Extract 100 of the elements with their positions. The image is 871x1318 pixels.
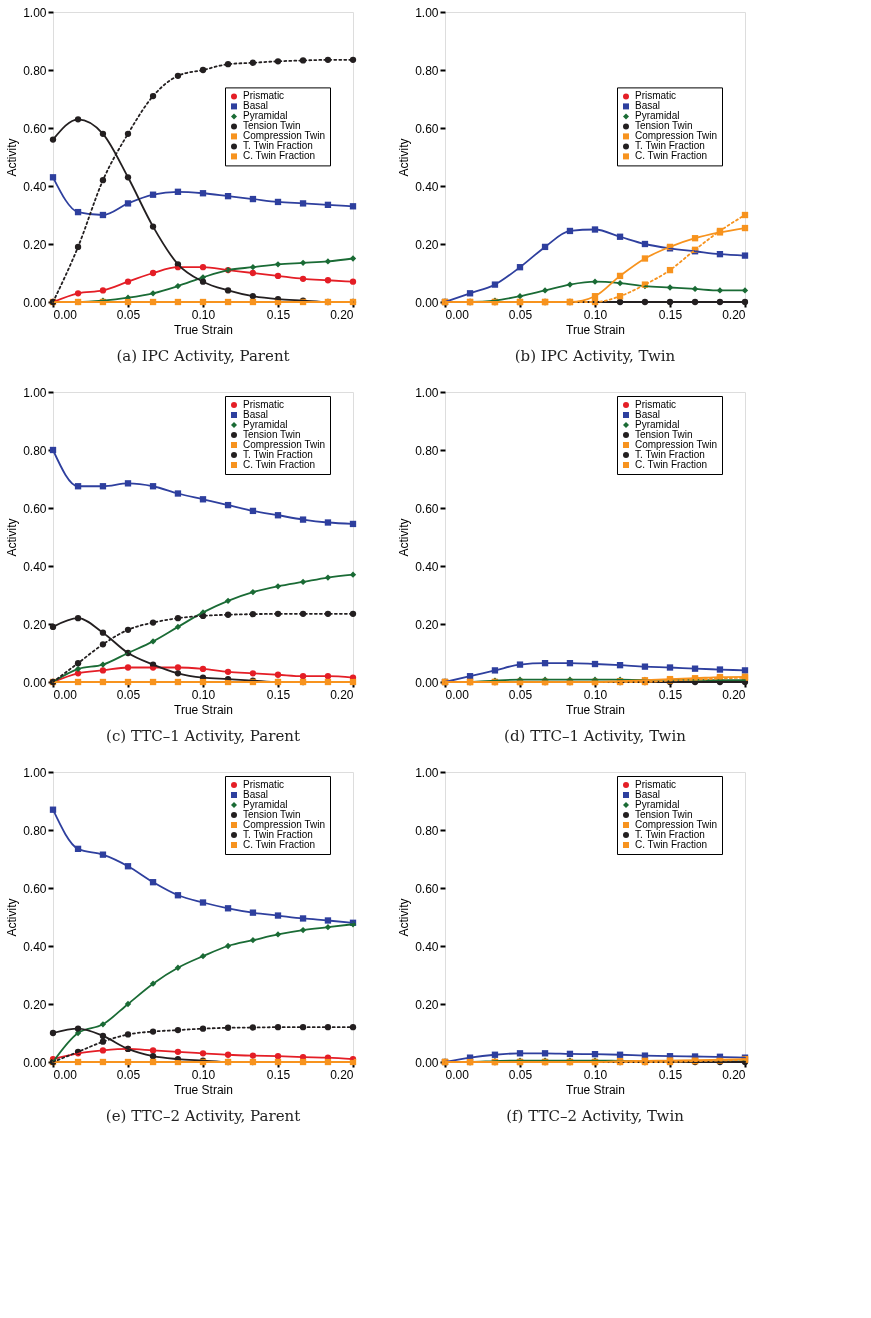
- legend-label: Prismatic: [243, 779, 285, 790]
- x-tick-label: 0.05: [508, 1067, 533, 1082]
- y-tick-label: 0.20: [23, 617, 47, 632]
- y-tick-label: 0.60: [415, 881, 439, 896]
- y-tick-label: 0.60: [23, 121, 47, 136]
- y-tick-label: 1.00: [23, 5, 47, 20]
- x-tick-label: 0.15: [658, 1067, 683, 1082]
- y-tick-label: 1.00: [415, 765, 439, 780]
- x-tick-label: 0.10: [583, 687, 608, 702]
- x-tick-label: 0.15: [266, 1067, 291, 1082]
- y-tick-label: 0.40: [415, 179, 439, 194]
- y-tick-label: 0.00: [415, 675, 439, 690]
- x-tick-label: 0.05: [116, 1067, 141, 1082]
- y-tick-label: 0.00: [23, 1055, 47, 1070]
- text: (f) TTC–2 Activity, Twin: [506, 1107, 685, 1125]
- y-tick-label: 1.00: [23, 765, 47, 780]
- y-axis-title: Activity: [5, 138, 20, 177]
- y-tick-label: 0.00: [23, 295, 47, 310]
- legend-label: Prismatic: [243, 90, 285, 102]
- y-tick-label: 0.20: [415, 237, 439, 252]
- y-tick-label: 0.80: [415, 443, 439, 458]
- legend-label: C. Twin Fraction: [635, 459, 708, 470]
- y-tick-label: 0.20: [415, 617, 439, 632]
- y-axis-title: Activity: [5, 898, 20, 937]
- text: (a) IPC Activity, Parent: [116, 347, 290, 365]
- y-tick-label: 0.20: [415, 997, 439, 1012]
- x-tick-label: 0.00: [53, 307, 78, 322]
- y-tick-label: 0.80: [23, 443, 47, 458]
- legend-label: Compression Twin: [243, 819, 326, 830]
- y-tick-label: 0.20: [23, 997, 47, 1012]
- x-tick-label: 0.05: [116, 307, 141, 322]
- legend-label: Basal: [635, 789, 661, 800]
- y-tick-label: 0.00: [23, 675, 47, 690]
- y-tick-label: 0.00: [415, 1055, 439, 1070]
- legend-label: Compression Twin: [243, 130, 326, 142]
- x-tick-label: 0.15: [266, 307, 291, 322]
- x-tick-label: 0.15: [266, 687, 291, 702]
- x-axis-title: True Strain: [174, 702, 233, 717]
- x-tick-label: 0.05: [508, 687, 533, 702]
- legend-label: Prismatic: [243, 399, 285, 410]
- x-axis-title: True Strain: [174, 322, 233, 337]
- x-tick-label: 0.00: [53, 1067, 78, 1082]
- y-axis-title: Activity: [397, 138, 412, 177]
- x-tick-label: 0.10: [583, 1067, 608, 1082]
- legend-label: C. Twin Fraction: [635, 839, 708, 850]
- legend-label: Pyramidal: [243, 110, 288, 122]
- y-tick-label: 0.80: [23, 63, 47, 78]
- text: (e) TTC–2 Activity, Parent: [105, 1107, 301, 1125]
- x-tick-label: 0.20: [330, 307, 354, 322]
- x-tick-label: 0.20: [722, 687, 746, 702]
- y-tick-label: 0.60: [23, 501, 47, 516]
- legend-label: Prismatic: [635, 779, 677, 790]
- legend-label: Basal: [243, 789, 269, 800]
- x-tick-label: 0.10: [191, 687, 216, 702]
- legend-label: Compression Twin: [635, 819, 718, 830]
- x-tick-label: 0.10: [583, 307, 608, 322]
- x-axis-title: True Strain: [566, 1082, 625, 1097]
- y-tick-label: 0.80: [415, 823, 439, 838]
- legend-label: C. Twin Fraction: [243, 150, 316, 162]
- legend-label: Compression Twin: [243, 439, 326, 450]
- y-tick-label: 0.40: [23, 179, 47, 194]
- y-axis-title: Activity: [397, 518, 412, 557]
- x-tick-label: 0.00: [445, 307, 470, 322]
- legend-label: T. Twin Fraction: [635, 140, 705, 152]
- legend-label: Pyramidal: [635, 799, 680, 810]
- x-tick-label: 0.15: [658, 687, 683, 702]
- legend-label: Compression Twin: [635, 130, 718, 142]
- text: (c) TTC–1 Activity, Parent: [106, 727, 300, 745]
- x-tick-label: 0.20: [330, 1067, 354, 1082]
- legend-label: Pyramidal: [635, 419, 680, 430]
- legend-label: Tension Twin: [635, 120, 693, 132]
- y-tick-label: 0.00: [415, 295, 439, 310]
- x-tick-label: 0.00: [445, 1067, 470, 1082]
- legend-label: Basal: [635, 409, 661, 420]
- y-tick-label: 0.20: [23, 237, 47, 252]
- y-tick-label: 0.60: [23, 881, 47, 896]
- y-axis-title: Activity: [397, 898, 412, 937]
- y-tick-label: 0.60: [415, 501, 439, 516]
- x-axis-title: True Strain: [174, 1082, 233, 1097]
- legend-label: Basal: [243, 100, 269, 112]
- legend-label: Pyramidal: [243, 799, 288, 810]
- text: (b) IPC Activity, Twin: [514, 347, 676, 365]
- legend-label: T. Twin Fraction: [243, 140, 313, 152]
- x-tick-label: 0.20: [330, 687, 354, 702]
- x-tick-label: 0.00: [445, 687, 470, 702]
- y-tick-label: 1.00: [23, 385, 47, 400]
- legend-label: Pyramidal: [635, 110, 680, 122]
- legend-label: Prismatic: [635, 90, 677, 102]
- x-tick-label: 0.20: [722, 1067, 746, 1082]
- y-tick-label: 0.40: [415, 939, 439, 954]
- text: (d) TTC–1 Activity, Twin: [504, 727, 687, 745]
- y-tick-label: 1.00: [415, 5, 439, 20]
- legend-label: Tension Twin: [243, 120, 301, 132]
- x-axis-title: True Strain: [566, 322, 625, 337]
- x-tick-label: 0.00: [53, 687, 78, 702]
- x-axis-title: True Strain: [566, 702, 625, 717]
- y-tick-label: 0.40: [415, 559, 439, 574]
- y-tick-label: 0.80: [415, 63, 439, 78]
- legend-label: Compression Twin: [635, 439, 718, 450]
- legend-label: Basal: [635, 100, 661, 112]
